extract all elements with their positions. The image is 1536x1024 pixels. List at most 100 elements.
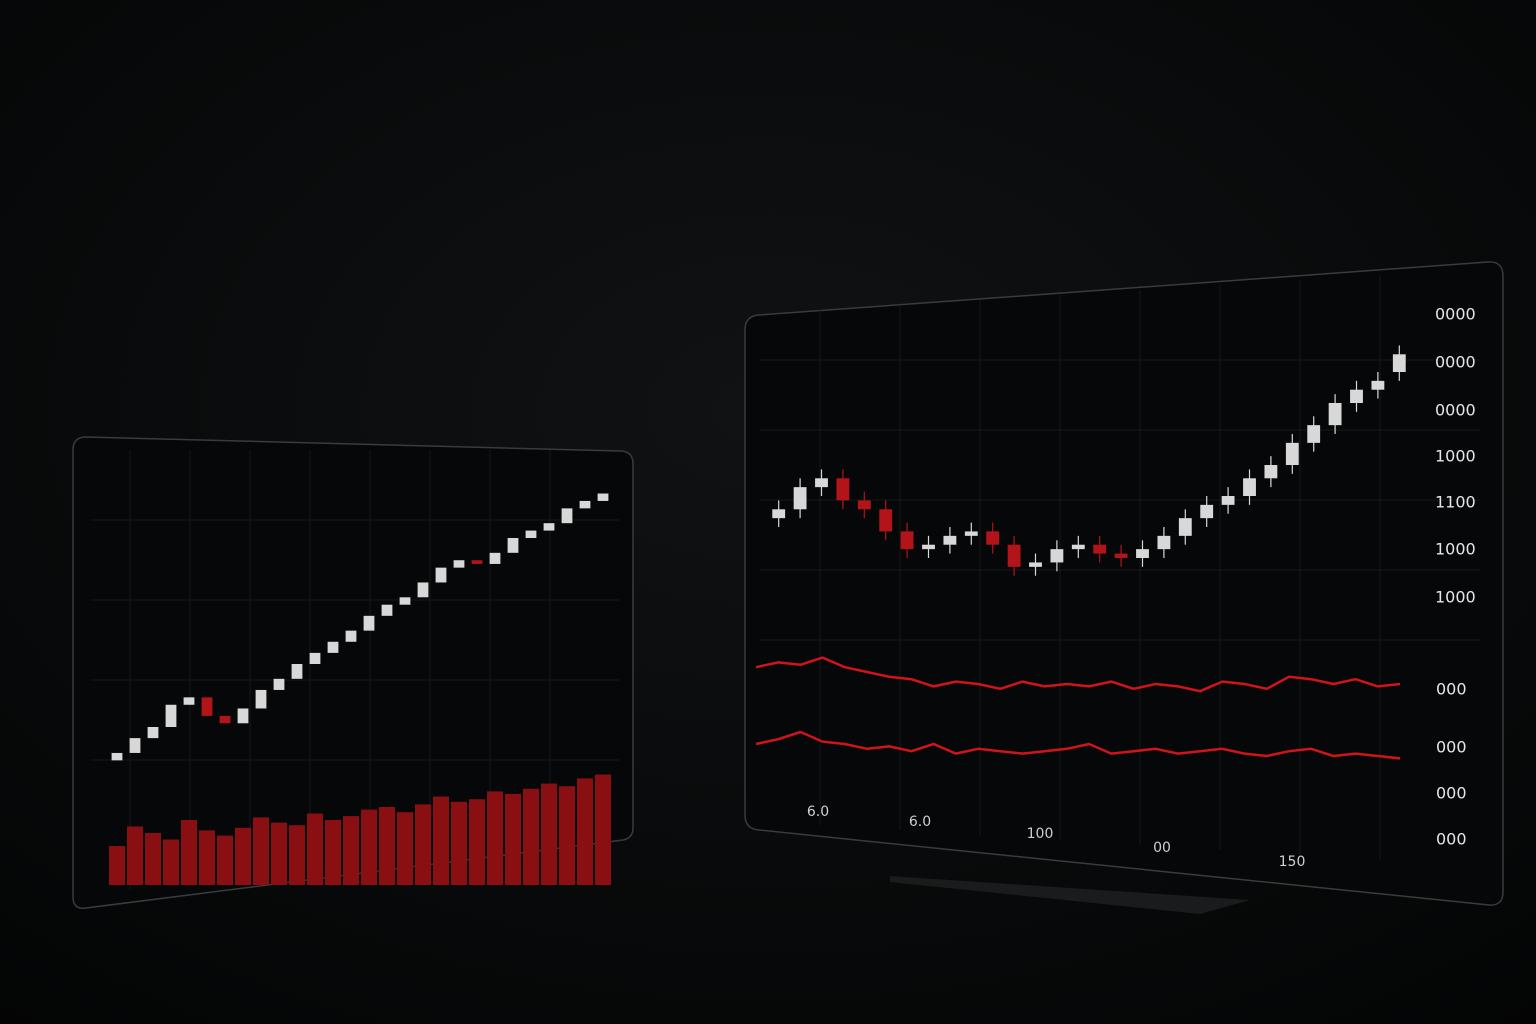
- volume-bar: [163, 839, 179, 885]
- candle-body: [147, 727, 159, 739]
- candle-body: [435, 567, 447, 583]
- x-axis-label: 00: [1153, 840, 1171, 856]
- x-axis-label: 6.0: [909, 814, 931, 830]
- y-axis-label: 0000: [1435, 401, 1476, 420]
- candle-body: [964, 531, 978, 536]
- volume-bar: [505, 794, 521, 885]
- candle-body: [857, 500, 871, 510]
- candle-body: [327, 641, 339, 653]
- candle-body: [1264, 465, 1278, 479]
- volume-bar: [289, 825, 305, 885]
- candle-body: [507, 538, 519, 553]
- indicator-line: [755, 730, 1401, 760]
- candle-body: [793, 487, 807, 510]
- y-axis-label: 1100: [1435, 493, 1476, 512]
- volume-bar: [109, 846, 125, 885]
- candle-body: [1371, 380, 1385, 390]
- candle-body: [836, 478, 850, 501]
- volume-bar: [199, 830, 215, 885]
- indicator-axis-label: 000: [1436, 784, 1467, 803]
- candle-body: [1221, 496, 1235, 505]
- y-axis-label: 1000: [1435, 447, 1476, 466]
- y-axis-label: 0000: [1435, 305, 1476, 324]
- volume-bar: [523, 788, 539, 885]
- y-axis-label: 1000: [1435, 588, 1476, 607]
- volume-bar: [577, 778, 593, 885]
- candle-body: [815, 478, 828, 488]
- candle-body: [111, 752, 123, 761]
- indicator-axis-label: 000: [1436, 680, 1467, 699]
- candle-body: [1093, 544, 1107, 554]
- x-axis-label: 100: [1027, 826, 1054, 842]
- volume-bar: [181, 820, 197, 885]
- x-axis-label: 150: [1279, 854, 1306, 870]
- candle-body: [579, 500, 591, 509]
- candle-body: [381, 604, 393, 616]
- screen-grid: [90, 275, 1480, 890]
- candle-body: [1029, 562, 1042, 567]
- volume-bar: [397, 812, 413, 885]
- volume-bar: [253, 817, 269, 885]
- volume-bar: [451, 801, 467, 885]
- volume-bar: [145, 833, 161, 885]
- candle-body: [525, 530, 537, 538]
- y-axis-label: 1000: [1435, 540, 1476, 559]
- volume-bar: [469, 799, 485, 885]
- candle-body: [1007, 544, 1021, 567]
- candle-body: [471, 560, 483, 564]
- candle-body: [273, 678, 285, 690]
- candle-body: [291, 664, 303, 679]
- candle-body: [1178, 518, 1192, 536]
- x-axis-label: 6.0: [807, 804, 829, 820]
- candle-body: [1392, 354, 1406, 372]
- volume-bar: [217, 835, 233, 885]
- candle-body: [1307, 425, 1321, 443]
- candle-body: [1328, 403, 1342, 426]
- volume-bar: [271, 822, 287, 885]
- candle-body: [183, 697, 195, 705]
- right-screen: [744, 261, 1504, 906]
- indicator-axis-label: 000: [1436, 738, 1467, 757]
- indicator-line: [755, 656, 1401, 693]
- volume-bar: [307, 813, 323, 885]
- candle-body: [561, 508, 573, 524]
- candle-body: [453, 560, 465, 568]
- volume-bar: [415, 804, 431, 885]
- volume-bar: [595, 774, 611, 885]
- candle-body: [1050, 549, 1064, 563]
- candle-body: [399, 597, 411, 605]
- candle-body: [900, 531, 914, 550]
- candle-body: [201, 697, 213, 716]
- candle-body: [165, 704, 177, 727]
- candle-body: [1157, 535, 1171, 550]
- candle-body: [363, 615, 375, 631]
- candle-body: [943, 535, 957, 545]
- y-axis-label: 0000: [1435, 353, 1476, 372]
- volume-bar: [127, 826, 143, 885]
- candle-body: [1243, 478, 1256, 496]
- volume-bar: [325, 820, 341, 885]
- candle-body: [597, 493, 609, 501]
- volume-bar: [433, 796, 449, 885]
- candle-body: [219, 715, 231, 724]
- candle-body: [1114, 553, 1128, 558]
- candle-body: [345, 630, 357, 642]
- volume-bar: [541, 783, 557, 885]
- candle-body: [1071, 544, 1085, 550]
- candle-body: [879, 509, 893, 532]
- candle-body: [1350, 389, 1363, 403]
- candle-body: [1200, 504, 1214, 519]
- candle-body: [237, 708, 249, 724]
- candle-body: [255, 689, 267, 709]
- volume-bar: [343, 816, 359, 885]
- candle-body: [543, 523, 555, 531]
- volume-bar: [361, 809, 377, 885]
- candle-body: [1285, 442, 1299, 465]
- volume-bar: [487, 791, 503, 885]
- candle-body: [309, 652, 321, 664]
- candle-body: [417, 582, 429, 598]
- candle-body: [772, 509, 786, 519]
- candle-body: [129, 738, 141, 753]
- candle-body: [489, 552, 501, 564]
